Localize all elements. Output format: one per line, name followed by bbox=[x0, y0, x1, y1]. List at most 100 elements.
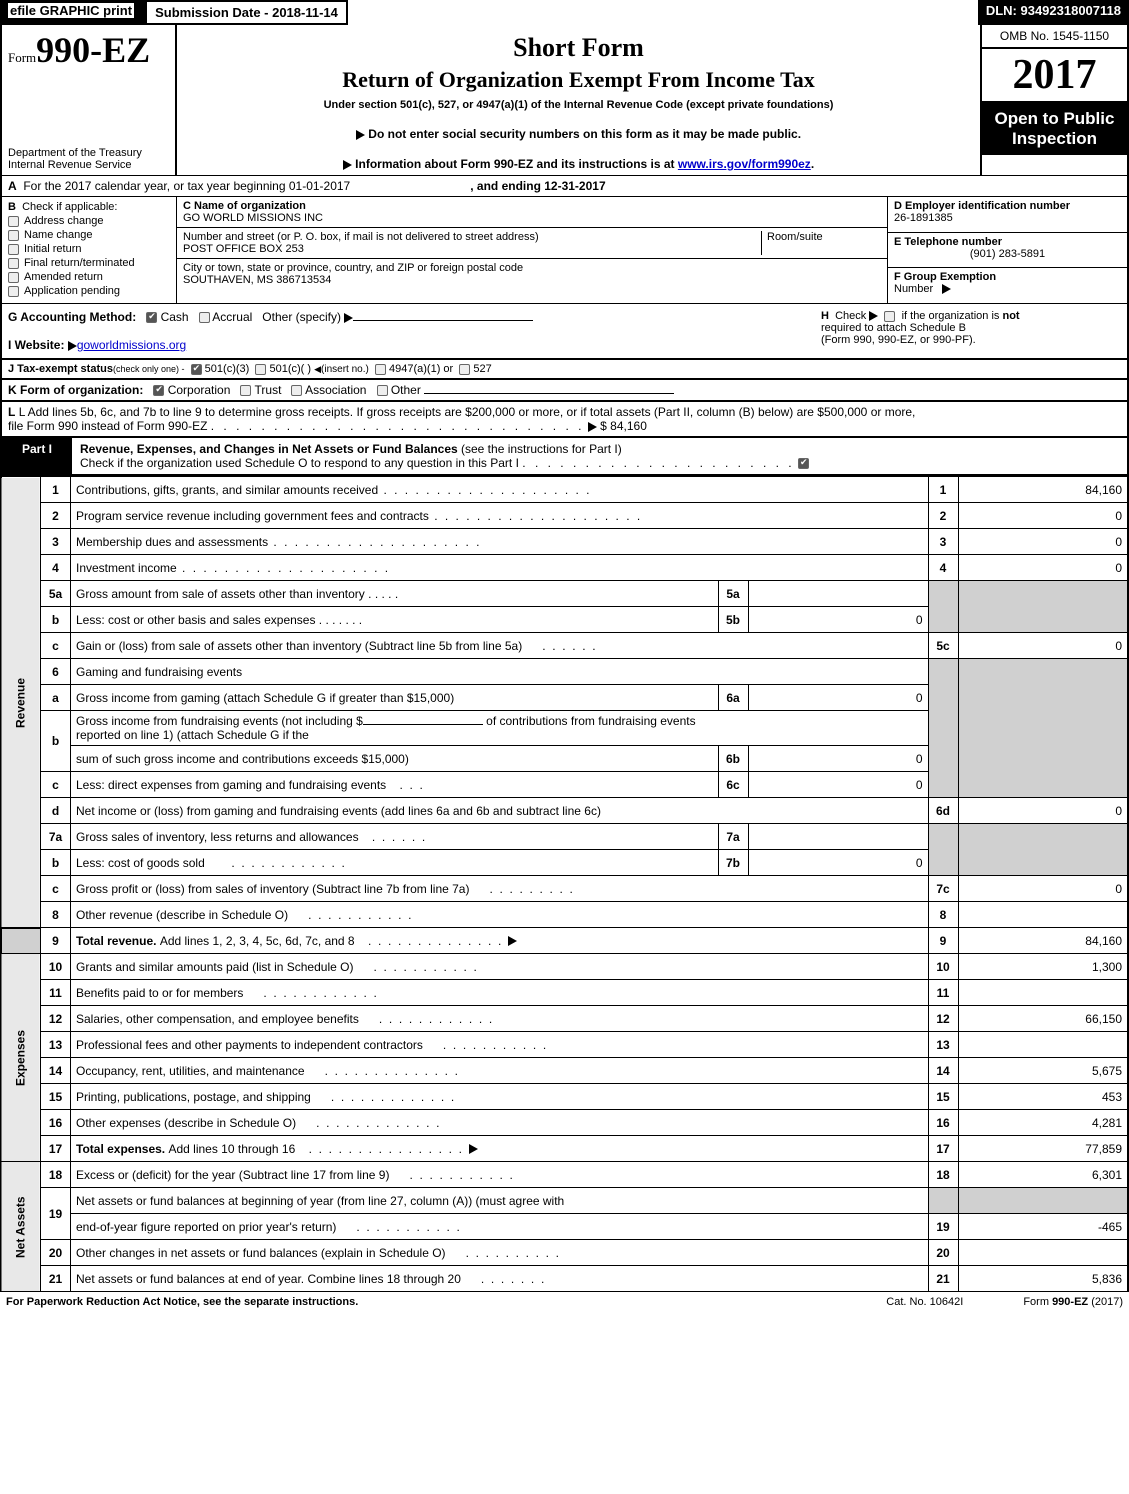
table-row: c Gross profit or (loss) from sales of i… bbox=[1, 876, 1128, 902]
checkbox-application-pending[interactable] bbox=[8, 286, 19, 297]
fundraising-amount-line[interactable] bbox=[363, 724, 483, 725]
line-num: 16 bbox=[928, 1110, 958, 1136]
line-num: 18 bbox=[928, 1162, 958, 1188]
table-row: 5a Gross amount from sale of assets othe… bbox=[1, 581, 1128, 607]
line-val: 84,160 bbox=[958, 928, 1128, 954]
checkbox-amended-return[interactable] bbox=[8, 272, 19, 283]
omb-number: OMB No. 1545-1150 bbox=[982, 25, 1127, 49]
line-l: L L Add lines 5b, 6c, and 7b to line 9 t… bbox=[0, 401, 1129, 437]
j-opt2: 501(c)( ) bbox=[269, 363, 311, 375]
line-num: 17 bbox=[928, 1136, 958, 1162]
line-desc: Gaming and fundraising events bbox=[71, 659, 929, 685]
checkbox-corporation[interactable] bbox=[153, 385, 164, 396]
lineno: 18 bbox=[41, 1162, 71, 1188]
arrow-icon bbox=[356, 130, 365, 140]
line-j: J Tax-exempt status(check only one) - 50… bbox=[0, 359, 1129, 379]
lineno: a bbox=[41, 685, 71, 711]
l-text1: L Add lines 5b, 6c, and 7b to line 9 to … bbox=[19, 405, 916, 419]
line-val bbox=[958, 1032, 1128, 1058]
open-to-public: Open to Public Inspection bbox=[982, 103, 1127, 155]
dept-irs: Internal Revenue Service bbox=[8, 159, 169, 171]
section-def: D Employer identification number 26-1891… bbox=[887, 197, 1127, 303]
mid-val bbox=[748, 581, 928, 607]
j-opt2-sub: (insert no.) bbox=[321, 364, 369, 375]
line-num: 1 bbox=[928, 477, 958, 503]
line-desc: Salaries, other compensation, and employ… bbox=[76, 1012, 359, 1026]
lineno: 12 bbox=[41, 1006, 71, 1032]
checkbox-other-org[interactable] bbox=[377, 385, 388, 396]
telephone-value: (901) 283-5891 bbox=[894, 248, 1121, 260]
k-opt2: Trust bbox=[255, 383, 282, 397]
other-specify-line[interactable] bbox=[353, 320, 533, 321]
table-row: 9 Total revenue. Add lines 1, 2, 3, 4, 5… bbox=[1, 928, 1128, 954]
checkbox-schedule-o[interactable] bbox=[798, 458, 809, 469]
checkbox-accrual[interactable] bbox=[199, 312, 210, 323]
table-row: 13 Professional fees and other payments … bbox=[1, 1032, 1128, 1058]
lineno: 9 bbox=[41, 928, 71, 954]
part-i-check-line: Check if the organization used Schedule … bbox=[80, 456, 519, 470]
line-a: A For the 2017 calendar year, or tax yea… bbox=[0, 175, 1129, 197]
lineno: 15 bbox=[41, 1084, 71, 1110]
line-desc: Contributions, gifts, grants, and simila… bbox=[76, 483, 378, 497]
line-num: 8 bbox=[928, 902, 958, 928]
line-num: 20 bbox=[928, 1240, 958, 1266]
table-row: 14 Occupancy, rent, utilities, and maint… bbox=[1, 1058, 1128, 1084]
line-desc: Program service revenue including govern… bbox=[76, 509, 429, 523]
line-desc2: Add lines 1, 2, 3, 4, 5c, 6d, 7c, and 8 bbox=[160, 934, 355, 948]
line-num: 7c bbox=[928, 876, 958, 902]
checkbox-name-change[interactable] bbox=[8, 230, 19, 241]
checkbox-h[interactable] bbox=[884, 311, 895, 322]
line-val bbox=[958, 980, 1128, 1006]
table-row: 7a Gross sales of inventory, less return… bbox=[1, 824, 1128, 850]
h-not: not bbox=[1002, 310, 1019, 322]
other-org-line[interactable] bbox=[424, 393, 674, 394]
checkbox-address-change[interactable] bbox=[8, 216, 19, 227]
form-subtitle: Under section 501(c), 527, or 4947(a)(1)… bbox=[183, 99, 974, 111]
line-num: 14 bbox=[928, 1058, 958, 1084]
k-label: K Form of organization: bbox=[8, 383, 143, 397]
checkbox-501c3[interactable] bbox=[191, 364, 202, 375]
ein-value: 26-1891385 bbox=[894, 212, 1121, 224]
line-desc: Gross income from gaming (attach Schedul… bbox=[71, 685, 719, 711]
checkbox-association[interactable] bbox=[291, 385, 302, 396]
lineno: 14 bbox=[41, 1058, 71, 1084]
line-val: 66,150 bbox=[958, 1006, 1128, 1032]
table-row: 4 Investment income 4 0 bbox=[1, 555, 1128, 581]
table-row: 2 Program service revenue including gove… bbox=[1, 503, 1128, 529]
cb-label-5: Amended return bbox=[24, 271, 103, 283]
instructions-link[interactable]: www.irs.gov/form990ez bbox=[678, 157, 811, 171]
h-text2: required to attach Schedule B bbox=[821, 322, 1121, 334]
line-val: 0 bbox=[958, 503, 1128, 529]
checkbox-trust[interactable] bbox=[240, 385, 251, 396]
line-desc: Gain or (loss) from sale of assets other… bbox=[76, 639, 522, 653]
website-link[interactable]: goworldmissions.org bbox=[77, 338, 186, 352]
arrow-icon bbox=[942, 284, 951, 294]
line-val: -465 bbox=[958, 1214, 1128, 1240]
line-val bbox=[958, 1240, 1128, 1266]
checkbox-final-return[interactable] bbox=[8, 258, 19, 269]
mid-num: 6b bbox=[718, 746, 748, 772]
mid-val: 0 bbox=[748, 685, 928, 711]
h-check-word: Check bbox=[835, 310, 866, 322]
checkbox-501c[interactable] bbox=[255, 364, 266, 375]
checkbox-4947[interactable] bbox=[375, 364, 386, 375]
mid-num: 5b bbox=[718, 607, 748, 633]
line-num: 3 bbox=[928, 529, 958, 555]
lineno: b bbox=[41, 711, 71, 772]
line-desc: Investment income bbox=[76, 561, 177, 575]
line-val: 0 bbox=[958, 633, 1128, 659]
checkbox-cash[interactable] bbox=[146, 312, 157, 323]
line-num: 2 bbox=[928, 503, 958, 529]
checkbox-527[interactable] bbox=[459, 364, 470, 375]
form-number: Form990-EZ bbox=[8, 29, 169, 71]
lineno: c bbox=[41, 772, 71, 798]
table-row: 17 Total expenses. Add lines 10 through … bbox=[1, 1136, 1128, 1162]
mid-val: 0 bbox=[748, 607, 928, 633]
checkbox-initial-return[interactable] bbox=[8, 244, 19, 255]
form-title-2: Return of Organization Exempt From Incom… bbox=[183, 67, 974, 93]
footer-left: For Paperwork Reduction Act Notice, see … bbox=[6, 1296, 358, 1308]
instruction-2: Information about Form 990-EZ and its in… bbox=[183, 157, 974, 171]
lineno: 7a bbox=[41, 824, 71, 850]
instruction-1: Do not enter social security numbers on … bbox=[183, 127, 974, 141]
lineno: 13 bbox=[41, 1032, 71, 1058]
